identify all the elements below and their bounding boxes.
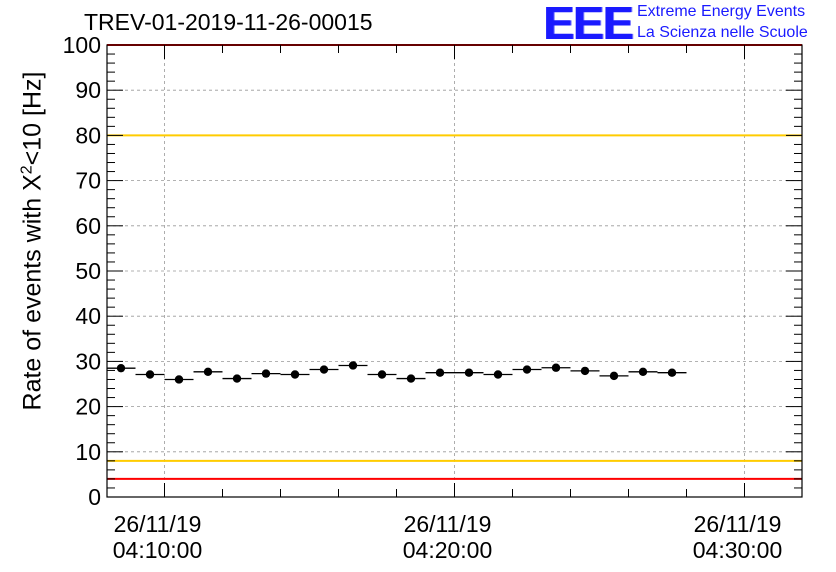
data-point xyxy=(232,374,242,383)
y-tick-label: 10 xyxy=(75,439,101,465)
logo-line-1: Extreme Energy Events xyxy=(637,3,806,20)
y-tick-label: 30 xyxy=(75,348,101,374)
data-point xyxy=(406,374,416,383)
data-point xyxy=(261,369,271,378)
data-point xyxy=(667,368,677,377)
x-tick-time-label: 04:10:00 xyxy=(113,537,203,563)
data-point xyxy=(435,368,445,377)
data-point xyxy=(638,367,648,376)
data-point xyxy=(290,370,300,379)
y-tick-label: 0 xyxy=(88,484,101,510)
data-point xyxy=(203,367,213,376)
y-tick-label: 90 xyxy=(75,77,101,103)
data-point xyxy=(116,363,126,373)
data-point xyxy=(551,363,561,372)
data-point xyxy=(145,370,155,379)
data-point xyxy=(580,366,590,376)
data-point xyxy=(609,371,619,381)
y-tick-label: 20 xyxy=(75,394,101,420)
y-tick-label: 70 xyxy=(75,168,101,194)
tick-labels: 010203040506070809010026/11/1904:10:0026… xyxy=(63,32,783,563)
grid-lines xyxy=(107,45,802,497)
x-tick-time-label: 04:30:00 xyxy=(693,537,783,563)
data-point xyxy=(348,361,358,370)
y-tick-label: 60 xyxy=(75,213,101,239)
data-points xyxy=(107,361,687,384)
x-tick-date-label: 26/11/19 xyxy=(114,511,202,537)
y-tick-label: 50 xyxy=(75,258,101,284)
eee-logo: EEE xyxy=(543,0,633,49)
data-point xyxy=(377,370,387,379)
chart-title: TREV-01-2019-11-26-00015 xyxy=(84,9,373,35)
data-point xyxy=(464,368,474,377)
x-tick-date-label: 26/11/19 xyxy=(404,511,492,537)
data-point xyxy=(493,370,503,379)
y-tick-label: 100 xyxy=(63,32,101,58)
logo-line-2: La Scienza nelle Scuole xyxy=(637,24,808,41)
x-tick-time-label: 04:20:00 xyxy=(403,537,493,563)
plot-frame xyxy=(106,44,803,498)
x-tick-date-label: 26/11/19 xyxy=(694,511,782,537)
data-point xyxy=(174,375,184,384)
data-point xyxy=(522,365,532,374)
y-tick-label: 40 xyxy=(75,303,101,329)
y-tick-label: 80 xyxy=(75,122,101,148)
data-point xyxy=(319,365,329,374)
